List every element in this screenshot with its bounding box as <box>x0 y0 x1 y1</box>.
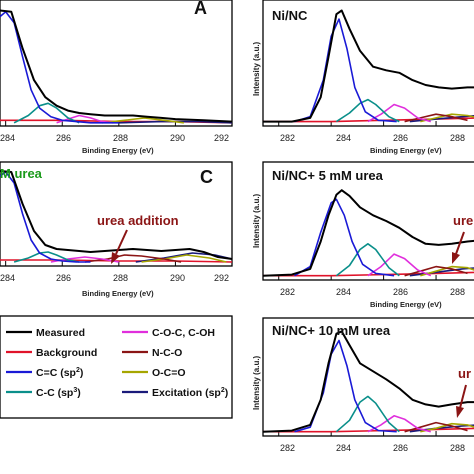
arrow-urea-d <box>452 231 465 264</box>
ylabel-b: Intensity (a.u.) <box>252 41 261 96</box>
series-excitation-line <box>135 252 232 263</box>
series-measured-line <box>0 9 232 123</box>
legend-label-nco: N-C-O <box>152 347 182 359</box>
series-measured-line <box>263 189 474 277</box>
series-cc_sp2-line <box>0 171 91 263</box>
tick-292-c: 292 <box>214 273 229 283</box>
series-cc_sp2-line <box>294 18 397 123</box>
title-d: Ni/NC+ 5 mM urea <box>272 168 384 183</box>
series-coc-line <box>367 415 432 433</box>
annotation-urea-e: ur <box>458 366 471 381</box>
series-nco-line <box>404 113 468 123</box>
panel-c-frame <box>0 161 233 267</box>
panel-c: C M urea urea addition 284 286 288 290 2… <box>0 161 233 298</box>
panel-d-frame <box>262 161 474 281</box>
tick-290-a: 290 <box>170 133 185 143</box>
tick-286-d: 286 <box>393 287 408 297</box>
title-c: M urea <box>0 166 43 181</box>
panel-a-frame <box>0 0 233 127</box>
tick-284-b: 284 <box>336 133 351 143</box>
legend-label-excitation: Excitation (sp2) <box>152 387 228 399</box>
panel-d: Intensity (a.u.) Ni/NC+ 5 mM urea ure 28… <box>252 161 474 309</box>
tick-286-e: 286 <box>393 443 408 453</box>
tick-282-d: 282 <box>280 287 295 297</box>
xlabel-d: Binding Energy (eV) <box>370 300 442 309</box>
tick-284-e: 284 <box>336 443 351 453</box>
tick-288-d: 288 <box>450 287 465 297</box>
panel-a: A 284 286 288 290 292 Binding Energy (eV… <box>0 0 233 155</box>
xlabel-c: Binding Energy (eV) <box>82 289 154 298</box>
tick-284-a: 284 <box>0 133 15 143</box>
series-cc_sp3-line <box>13 251 80 263</box>
series-oco-line <box>101 117 185 124</box>
tick-282-e: 282 <box>280 443 295 453</box>
tick-288-b: 288 <box>450 133 465 143</box>
legend-frame <box>0 315 233 419</box>
tick-286-a: 286 <box>56 133 71 143</box>
ylabel-e: Intensity (a.u.) <box>252 355 261 410</box>
legend-label-cc_sp3: C-C (sp3) <box>36 387 81 399</box>
panel-e: Intensity (a.u.) Ni/NC+ 10 mM urea ur 28… <box>252 317 474 453</box>
legend-label-coc: C-O-C, C-OH <box>152 327 215 339</box>
series-oco-line <box>420 113 474 123</box>
tick-290-c: 290 <box>170 273 185 283</box>
series-oco-line <box>141 254 227 263</box>
panel-letter-a: A <box>194 0 207 18</box>
ylabel-d: Intensity (a.u.) <box>252 193 261 248</box>
panel-b-frame <box>262 0 474 127</box>
series-coc-line <box>56 114 114 124</box>
series-cc_sp3-line <box>335 243 400 277</box>
tick-286-b: 286 <box>393 133 408 143</box>
series-measured-line <box>263 330 474 433</box>
tick-288-c: 288 <box>113 273 128 283</box>
panel-b: Intensity (a.u.) Ni/NC 282 284 286 288 B… <box>252 0 474 155</box>
legend-label-oco: O-C=O <box>152 367 186 379</box>
series-cc_sp3-line <box>13 102 80 124</box>
tick-288-e: 288 <box>450 443 465 453</box>
series-coc-line <box>50 256 119 263</box>
title-b: Ni/NC <box>272 8 308 23</box>
title-e: Ni/NC+ 10 mM urea <box>272 323 391 338</box>
series-cc_sp2-line <box>294 198 395 277</box>
series-oco-line <box>420 422 474 433</box>
series-cc_sp3-line <box>335 98 400 123</box>
legend: Measured C-O-C, C-OH Background N-C-O C=C (s… <box>0 315 233 419</box>
series-nco-line <box>404 265 468 277</box>
series-background-line <box>0 259 232 263</box>
series-cc_sp2-line <box>0 11 119 124</box>
series-cc_sp3-line <box>335 395 400 433</box>
tick-282-b: 282 <box>280 133 295 143</box>
series-measured-line <box>263 9 474 123</box>
annotation-urea-d: ure <box>453 213 473 228</box>
series-coc-line <box>367 103 432 123</box>
legend-label-measured: Measured <box>36 327 85 339</box>
panel-letter-c: C <box>200 167 213 187</box>
arrow-urea-addition <box>111 229 128 264</box>
legend-label-background: Background <box>36 347 97 359</box>
series-oco-line <box>420 265 474 277</box>
panel-e-frame <box>262 317 474 437</box>
tick-288-a: 288 <box>113 133 128 143</box>
series-nco-line <box>404 421 468 433</box>
series-coc-line <box>367 253 432 277</box>
tick-292-a: 292 <box>214 133 229 143</box>
tick-286-c: 286 <box>56 273 71 283</box>
legend-label-cc_sp2: C=C (sp2) <box>36 367 83 379</box>
xlabel-b: Binding Energy (eV) <box>370 146 442 155</box>
arrow-urea-e <box>456 384 467 418</box>
tick-284-c: 284 <box>0 273 15 283</box>
series-measured-line <box>0 170 232 260</box>
tick-284-d: 284 <box>336 287 351 297</box>
annotation-urea-addition: urea addition <box>97 213 179 228</box>
series-cc_sp2-line <box>294 339 397 433</box>
xlabel-a: Binding Energy (eV) <box>82 146 154 155</box>
